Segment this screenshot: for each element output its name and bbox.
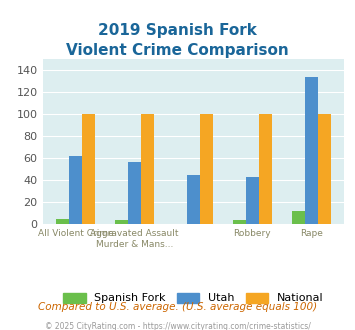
Bar xyxy=(259,115,272,224)
Legend: Spanish Fork, Utah, National: Spanish Fork, Utah, National xyxy=(59,288,328,308)
Text: Compared to U.S. average. (U.S. average equals 100): Compared to U.S. average. (U.S. average … xyxy=(38,302,317,312)
Bar xyxy=(200,115,213,224)
Bar xyxy=(141,115,154,224)
Bar xyxy=(292,211,305,224)
Bar xyxy=(233,220,246,224)
Bar xyxy=(69,156,82,224)
Bar xyxy=(82,115,95,224)
Text: © 2025 CityRating.com - https://www.cityrating.com/crime-statistics/: © 2025 CityRating.com - https://www.city… xyxy=(45,322,310,330)
Bar xyxy=(56,219,69,224)
Text: Violent Crime Comparison: Violent Crime Comparison xyxy=(66,43,289,58)
Bar xyxy=(305,77,318,224)
Text: 2019 Spanish Fork: 2019 Spanish Fork xyxy=(98,23,257,38)
Bar xyxy=(246,177,259,224)
Bar xyxy=(187,175,200,224)
Bar xyxy=(115,220,128,224)
Bar xyxy=(318,115,331,224)
Bar xyxy=(128,162,141,224)
